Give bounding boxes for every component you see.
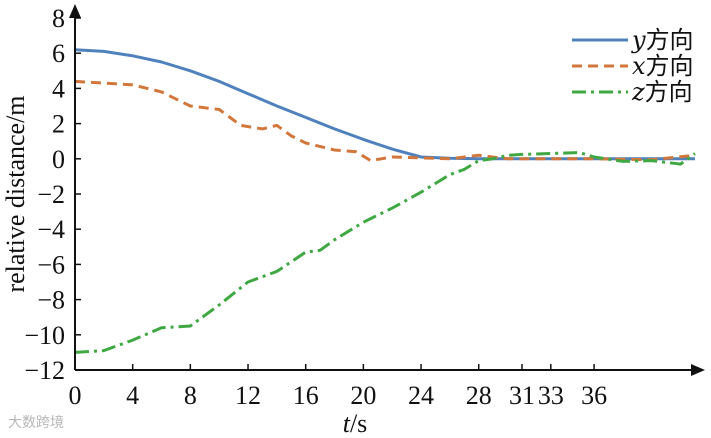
- y-tick-label: 6: [52, 39, 65, 68]
- x-tick-label: 31: [509, 381, 535, 410]
- series-line-1: [74, 79, 696, 163]
- x-tick-label: 28: [466, 381, 492, 410]
- x-tick-label: 16: [293, 381, 319, 410]
- x-tick-label: 20: [350, 381, 376, 410]
- y-tick-label: −4: [37, 215, 65, 244]
- x-tick-label: 36: [581, 381, 607, 410]
- x-tick-label: 8: [184, 381, 197, 410]
- y-tick-label: 2: [52, 110, 65, 139]
- y-tick-label: 0: [52, 145, 65, 174]
- legend-label-2: z方向: [631, 78, 693, 106]
- y-axis-title: relative distance/m: [1, 95, 30, 292]
- watermark-text: 大数跨境: [8, 415, 64, 431]
- x-axis-title: t/s: [343, 409, 368, 438]
- y-tick-label: −6: [37, 250, 65, 279]
- y-tick-label: 8: [52, 4, 65, 33]
- legend-label-0: y方向: [631, 26, 694, 54]
- x-tick-label: 12: [235, 381, 261, 410]
- series-layer: [74, 48, 696, 354]
- y-axis-arrow: [69, 4, 81, 18]
- y-tick-label: −8: [37, 286, 65, 315]
- x-tick-label: 33: [538, 381, 564, 410]
- y-tick-label: −2: [37, 180, 65, 209]
- series-line-0: [74, 48, 695, 161]
- legend-label-1: x方向: [632, 52, 694, 80]
- x-axis-arrow: [691, 364, 705, 376]
- x-tick-label: 24: [408, 381, 434, 410]
- series-line-2: [74, 151, 696, 354]
- y-tick-label: −10: [24, 321, 65, 350]
- x-tick-label: 4: [126, 381, 139, 410]
- x-tick-label: 0: [69, 381, 82, 410]
- y-tick-label: 4: [52, 74, 65, 103]
- y-tick-label: −12: [24, 356, 65, 385]
